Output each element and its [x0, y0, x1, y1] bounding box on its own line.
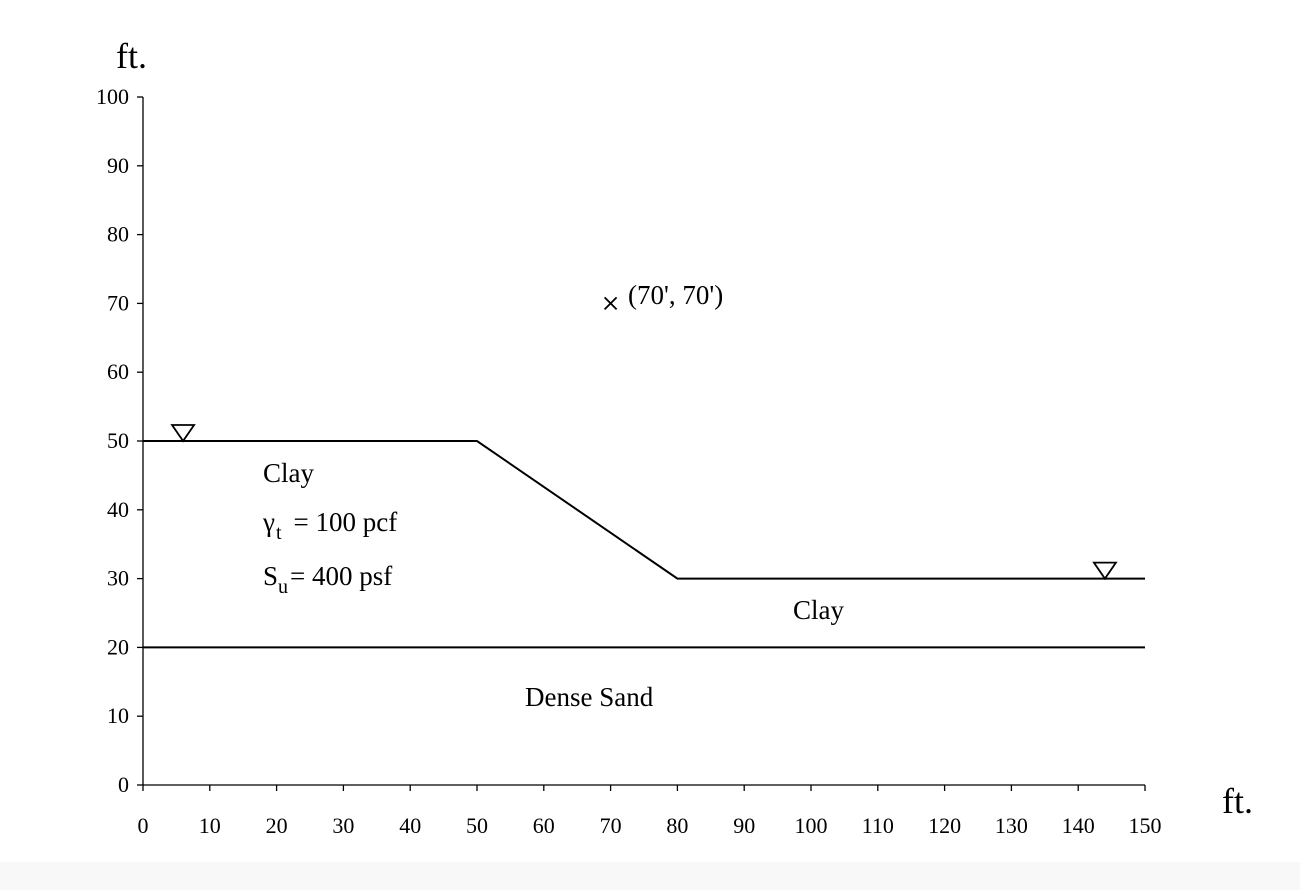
x-tick-label: 80 — [666, 813, 688, 838]
point-marker — [603, 296, 618, 311]
x-tick-label: 140 — [1062, 813, 1095, 838]
y-tick-label: 60 — [107, 359, 129, 384]
x-axis-unit-label: ft. — [1222, 781, 1253, 821]
y-tick-label: 20 — [107, 634, 129, 659]
y-tick-label: 40 — [107, 497, 129, 522]
strength-subscript: u — [278, 576, 288, 598]
y-tick-label: 100 — [96, 84, 129, 109]
y-tick-label: 0 — [118, 772, 129, 797]
x-tick-label: 0 — [138, 813, 149, 838]
x-tick-label: 50 — [466, 813, 488, 838]
strength-value: = 400 psf — [290, 561, 392, 591]
x-tick-label: 40 — [399, 813, 421, 838]
dense-sand-label: Dense Sand — [525, 682, 654, 712]
y-tick-label: 10 — [107, 703, 129, 728]
upper-clay-label: Clay — [263, 458, 314, 488]
y-tick-label: 90 — [107, 153, 129, 178]
point-marker-label: (70', 70') — [628, 280, 723, 310]
soil-profile — [143, 296, 1145, 649]
y-tick-label: 70 — [107, 290, 129, 315]
point-marker-stroke — [603, 296, 618, 311]
unit-weight-label: γt = 100 pcf — [262, 507, 397, 544]
x-tick-label: 60 — [533, 813, 555, 838]
x-tick-label: 120 — [928, 813, 961, 838]
x-tick-label: 30 — [332, 813, 354, 838]
lower-clay-label: Clay — [793, 595, 844, 625]
undrained-strength-label: Su= 400 psf — [263, 561, 392, 598]
y-tick-label: 80 — [107, 222, 129, 247]
x-tick-label: 20 — [266, 813, 288, 838]
strength-symbol: S — [263, 561, 278, 591]
unit-weight-value: = 100 pcf — [294, 507, 398, 537]
water-table-marker — [170, 424, 196, 443]
x-tick-label: 110 — [862, 813, 894, 838]
x-tick-label: 10 — [199, 813, 221, 838]
x-tick-label: 100 — [795, 813, 828, 838]
ground-surface-line — [143, 440, 1145, 580]
y-axis-unit-label: ft. — [116, 36, 147, 76]
unit-weight-subscript: t — [276, 522, 282, 544]
x-tick-label: 150 — [1129, 813, 1162, 838]
y-tick-label: 30 — [107, 566, 129, 591]
y-tick-label: 50 — [107, 428, 129, 453]
x-tick-label: 90 — [733, 813, 755, 838]
water-table-marker — [1092, 561, 1118, 581]
x-tick-label: 70 — [600, 813, 622, 838]
page-bottom-band — [0, 862, 1300, 890]
axis-ticks: 0 10 20 30 40 50 60 70 80 90 100 0 10 20 30 40 50 60 70 80 9… — [96, 84, 1162, 838]
x-tick-label: 130 — [995, 813, 1028, 838]
unit-weight-symbol: γ — [262, 507, 275, 537]
